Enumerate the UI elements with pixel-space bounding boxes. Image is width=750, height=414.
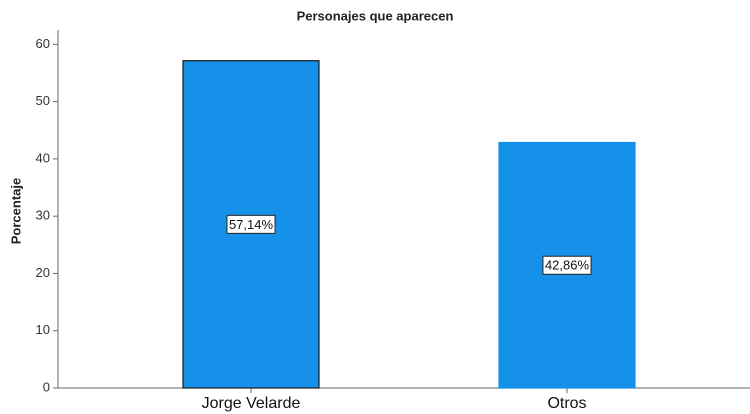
- y-tick-label: 60: [36, 36, 50, 51]
- y-tick-label: 30: [36, 208, 50, 223]
- value-label-box: [542, 255, 592, 275]
- value-label-group: 57,14%: [226, 214, 276, 234]
- value-label-group: 42,86%: [542, 255, 592, 275]
- y-tick-label: 40: [36, 150, 50, 165]
- value-label: 57,14%: [229, 217, 274, 232]
- y-tick-label: 0: [43, 379, 50, 394]
- value-label-box: [226, 214, 276, 234]
- y-tick-label: 10: [36, 322, 50, 337]
- x-tick-label: Otros: [547, 395, 586, 412]
- value-label: 42,86%: [545, 258, 590, 273]
- x-tick-label: Jorge Velarde: [202, 395, 301, 412]
- y-axis-label: Porcentaje: [8, 178, 23, 244]
- y-tick-label: 20: [36, 265, 50, 280]
- chart-title: Personajes que aparecen: [297, 8, 454, 23]
- y-tick-label: 50: [36, 93, 50, 108]
